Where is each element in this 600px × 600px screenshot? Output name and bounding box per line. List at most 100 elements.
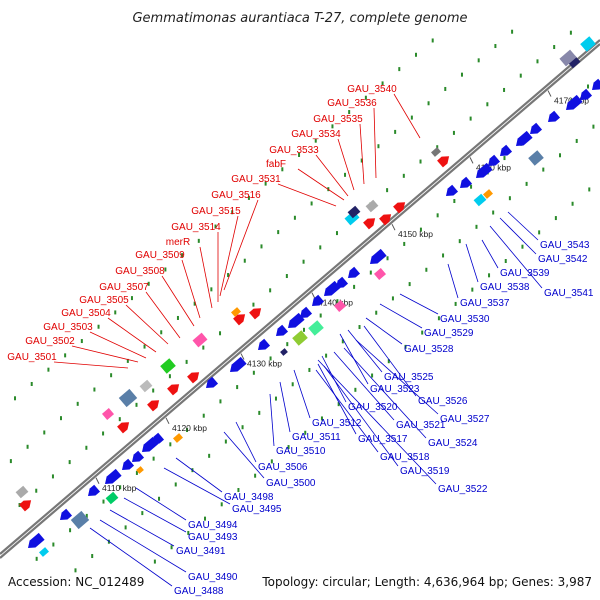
gene-arrow xyxy=(488,154,501,166)
tick-dot xyxy=(302,259,305,264)
gene-arrow xyxy=(187,372,200,384)
gene-arrow xyxy=(530,122,543,134)
gene-label-forward: GAU_3504 xyxy=(61,308,111,319)
tick-dot xyxy=(477,58,480,63)
gene-label-reverse: GAU_3523 xyxy=(370,384,420,395)
gene-label-reverse: GAU_3498 xyxy=(224,492,274,503)
tick-dot xyxy=(521,244,524,249)
gene-arrow xyxy=(258,338,271,350)
gene-arrow xyxy=(233,314,246,326)
gene-label-reverse: GAU_3517 xyxy=(358,434,408,445)
gene-label-reverse: GAU_3511 xyxy=(292,432,341,443)
tick-dot xyxy=(76,401,79,406)
tick-dot xyxy=(202,413,205,418)
tick-dot xyxy=(214,224,217,229)
gene-block xyxy=(280,348,288,356)
tick-dot xyxy=(102,431,105,436)
label-leader xyxy=(363,325,417,397)
gene-label-reverse: GAU_3528 xyxy=(404,344,454,355)
gene-label-reverse: GAU_3537 xyxy=(460,298,510,309)
tick-dot xyxy=(202,345,205,350)
tick-dot xyxy=(181,253,184,258)
label-leaders xyxy=(53,93,543,587)
gene-label-reverse: GAU_3525 xyxy=(384,372,434,383)
gene-label-forward: GAU_3502 xyxy=(25,336,75,347)
scale-tick-mark xyxy=(391,223,396,231)
tick-dot xyxy=(118,417,121,422)
tick-dot xyxy=(494,44,497,49)
gene-label-forward: GAU_3505 xyxy=(79,295,129,306)
tick-dot xyxy=(291,382,294,387)
label-leader xyxy=(359,123,365,185)
label-leader xyxy=(109,509,175,547)
label-leader xyxy=(53,361,129,369)
tick-dot xyxy=(319,245,322,250)
gene-arrow xyxy=(60,508,73,520)
tick-dot xyxy=(436,145,439,150)
tick-dot xyxy=(124,525,127,530)
tick-dot xyxy=(458,239,461,244)
gene-label-forward: GAU_3536 xyxy=(327,98,377,109)
gene-arrow xyxy=(300,306,313,318)
tick-dot xyxy=(219,331,222,336)
label-leader xyxy=(223,199,259,291)
gene-label-reverse: GAU_3488 xyxy=(174,586,224,597)
tick-dot xyxy=(475,224,478,229)
gene-label-forward: GAU_3501 xyxy=(7,352,57,363)
tick-dot xyxy=(298,152,301,157)
gene-label-reverse: GAU_3539 xyxy=(500,268,550,279)
label-leader xyxy=(235,421,257,463)
gene-block xyxy=(39,547,49,557)
gene-block xyxy=(567,55,581,69)
gene-features xyxy=(15,36,600,557)
tick-dot xyxy=(236,385,239,390)
label-leader xyxy=(317,359,437,485)
gene-arrow xyxy=(548,110,561,122)
gene-block xyxy=(308,320,324,336)
label-leader xyxy=(89,527,173,587)
gene-arrow xyxy=(147,400,160,412)
gene-label-reverse: GAU_3493 xyxy=(188,532,238,543)
scale-tick-label: 4110 kbp xyxy=(102,483,137,493)
tick-dot xyxy=(114,310,117,315)
tick-dot xyxy=(176,315,179,320)
tick-dot xyxy=(210,287,213,292)
tick-dot xyxy=(308,367,311,372)
tick-dot xyxy=(391,296,394,301)
scale-tick-label: 4120 kbp xyxy=(172,423,207,433)
label-leader xyxy=(499,217,537,255)
gene-label-reverse: GAU_3500 xyxy=(266,478,316,489)
gene-label-reverse: GAU_3538 xyxy=(480,282,530,293)
label-leader xyxy=(277,183,337,207)
tick-dot xyxy=(254,473,257,478)
accession-text: Accession: NC_012489 xyxy=(8,575,144,589)
tick-dot xyxy=(47,367,50,372)
gene-label-reverse: GAU_3506 xyxy=(258,462,308,473)
label-leader xyxy=(343,347,427,439)
tick-dot xyxy=(304,430,307,435)
gene-label-forward: GAU_3534 xyxy=(291,129,341,140)
gene-arrow xyxy=(152,432,165,444)
tick-dot xyxy=(337,402,340,407)
tick-dot xyxy=(302,327,305,332)
gene-arrow xyxy=(132,450,145,462)
gene-label-reverse: GAU_3541 xyxy=(544,288,594,299)
gene-label-reverse: GAU_3543 xyxy=(540,240,590,251)
gene-arrow xyxy=(460,176,473,188)
tick-dot xyxy=(204,516,207,521)
gene-block xyxy=(580,36,596,52)
gene-arrow xyxy=(348,266,361,278)
tick-dot xyxy=(231,210,234,215)
tick-dot xyxy=(319,313,322,318)
tick-dot xyxy=(454,301,457,306)
label-leader xyxy=(315,369,379,453)
tick-dot xyxy=(147,281,150,286)
tick-dot xyxy=(542,167,545,172)
gene-label-forward: GAU_3533 xyxy=(269,145,319,156)
tick-dot xyxy=(14,396,17,401)
tick-dot xyxy=(269,356,272,361)
gene-arrow xyxy=(206,376,219,388)
label-leader xyxy=(379,303,423,329)
tick-dot xyxy=(377,144,380,149)
